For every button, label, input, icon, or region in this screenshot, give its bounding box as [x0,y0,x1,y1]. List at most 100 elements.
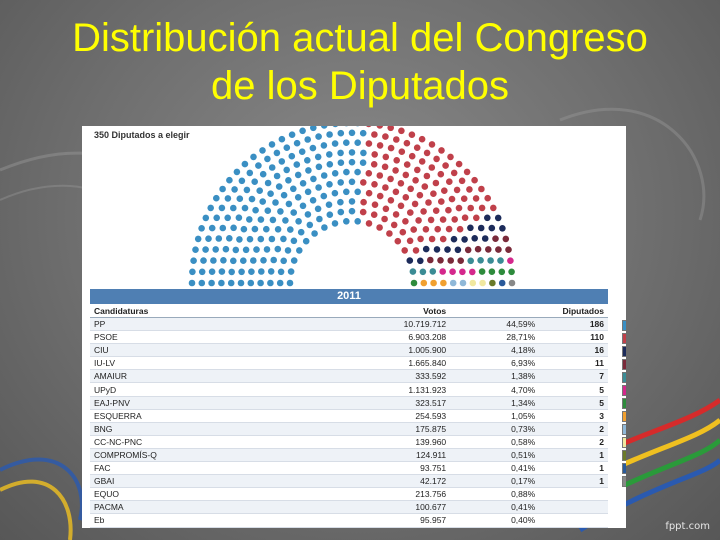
seat-dot [274,245,282,253]
seat-dot [478,185,485,193]
seat-dot [272,199,279,206]
seat-dot [481,235,489,242]
seat-dot [256,187,263,194]
seat-dot [194,235,202,243]
cell-votes: 254.593 [310,409,451,423]
seat-dot [320,192,328,200]
seat-dot [218,279,225,287]
seat-dot [411,200,419,208]
seat-dot [428,164,436,171]
seat-dot [310,126,317,132]
cell-seats: 11 [539,356,608,371]
seat-dot [269,216,277,224]
seat-dot [359,208,367,216]
hemicycle-seat-chart [188,126,516,287]
cell-votes: 124.911 [310,448,451,463]
seat-dot [220,257,227,264]
seat-dot [259,198,266,205]
seat-dot [447,153,454,161]
seat-dot [260,257,267,264]
seat-dot [230,204,237,212]
seat-dot [365,170,373,177]
cell-votes: 333.592 [310,369,451,384]
cell-seats: 5 [539,382,608,397]
seat-dot [370,161,378,168]
cell-seats [539,487,608,502]
seat-dot [371,151,379,158]
table-header-row: Candidaturas Votos Diputados [90,304,608,318]
seat-dot [455,160,463,168]
seat-dot [407,209,414,216]
seat-dot [371,131,378,138]
congress-chart-panel: 350 Diputados a elegir 2011 Candidaturas… [82,126,626,528]
seat-dot [454,246,462,254]
seat-dot [320,126,328,129]
seat-dot [280,257,287,265]
cell-pct: 1,34% [450,396,540,410]
seat-dot [458,177,466,185]
cell-seats [539,513,608,528]
seat-dot [282,217,289,224]
seat-dot [287,268,295,275]
seat-dot [473,214,480,222]
seat-dot [337,198,344,206]
seat-dot [306,221,314,229]
seat-dot [241,204,249,212]
seat-dot [283,144,291,151]
seat-dot [337,208,345,216]
seat-dot [202,246,209,253]
seat-dot [207,204,214,212]
seat-dot [210,257,217,264]
seat-dot [251,178,258,185]
seat-dot [198,225,205,232]
seat-dot [293,161,301,168]
seat-dot [242,246,250,254]
seat-dot [490,204,497,212]
cell-seats: 5 [539,396,608,410]
seat-dot [348,149,356,156]
seat-dot [449,268,456,275]
party-swatch [622,463,626,474]
seat-dot [386,230,393,237]
seat-dot [402,171,410,179]
seat-dot [392,188,400,196]
cell-seats: 3 [539,409,608,423]
seat-dot [257,216,265,223]
seat-dot [251,225,259,233]
seat-dot [274,226,282,233]
seat-dot [253,246,260,253]
seat-dot [208,224,216,232]
seat-dot [213,194,220,202]
seat-dot [250,257,257,264]
seat-dot [320,172,328,179]
seat-dot [450,235,458,243]
seat-dot [403,139,411,147]
seat-dot [412,177,419,184]
seat-dot [464,246,472,254]
table-row: CC-NC-PNC 139.960 0,58% 2 [90,435,608,449]
seat-dot [430,190,437,197]
seat-dot [478,268,486,275]
seat-dot [299,127,306,135]
seat-dot [370,211,378,218]
seat-dot [290,237,298,245]
seat-dot [348,129,356,137]
table-row: EAJ-PNV 323.517 1,34% 5 [90,396,608,410]
seat-dot [402,194,410,201]
seat-dot [284,247,292,254]
seat-dot [188,279,196,287]
seat-dot [231,186,238,193]
cell-party: FAC [90,461,311,476]
seat-dot [224,214,231,222]
seat-dot [399,228,407,236]
table-row: PP 10.719.712 44,59% 186 [90,317,608,332]
cell-party: EAJ-PNV [90,396,311,410]
seat-dot [397,180,405,187]
seat-dot [280,191,288,199]
seat-dot [402,218,409,225]
seat-dot [205,235,212,242]
seat-dot [359,129,367,137]
header-votes: Votos [310,304,451,318]
seat-dot [331,170,339,177]
seat-dot [499,225,506,232]
